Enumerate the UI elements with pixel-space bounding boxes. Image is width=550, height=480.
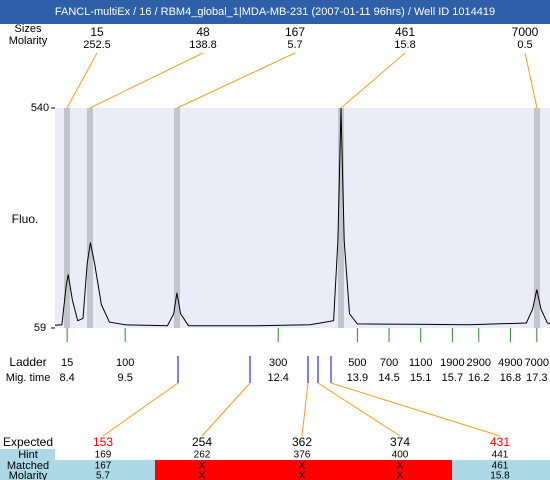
expected-connector (330, 382, 501, 437)
ladder-size: 15 (61, 357, 73, 369)
molarity: X (397, 471, 404, 480)
ladder-time: 17.3 (526, 372, 547, 384)
row-label: Matched (7, 460, 49, 472)
expected: 362 (292, 435, 312, 449)
expected: 153 (93, 435, 113, 449)
molarity: 5.7 (96, 471, 110, 480)
peak-band (64, 108, 70, 328)
matched: X (397, 461, 404, 472)
peak-band (174, 108, 180, 328)
expected: 254 (192, 435, 212, 449)
ladder-time: 16.2 (468, 372, 489, 384)
molarity: X (299, 471, 306, 480)
ladder-size: 700 (380, 357, 398, 369)
trace (54, 107, 550, 327)
ladder-time: 13.9 (347, 372, 368, 384)
hint: 169 (95, 450, 112, 461)
peak-connector (89, 52, 204, 109)
ladder-size: 1100 (409, 357, 433, 369)
peak-size: 167 (285, 25, 305, 39)
row-label: Hint (18, 449, 38, 461)
matched: 461 (492, 461, 509, 472)
title-bar (0, 0, 550, 24)
ladder-time: 12.4 (268, 372, 289, 384)
peak-band (87, 108, 93, 328)
ladder-size: 1900 (440, 357, 464, 369)
hint: 262 (194, 450, 211, 461)
molarity-label: Molarity (9, 35, 48, 47)
peak-size: 48 (196, 25, 210, 39)
peak-molarity: 138.8 (189, 39, 217, 51)
matched: X (199, 461, 206, 472)
ladder-size: 100 (116, 357, 134, 369)
peak-molarity: 252.5 (83, 39, 111, 51)
ladder-size: 7000 (525, 357, 549, 369)
y-tick-label: 59 (34, 322, 46, 334)
ladder-time: 16.8 (500, 372, 521, 384)
ladder-size: 2900 (467, 357, 491, 369)
ladder-time: 9.5 (118, 372, 133, 384)
hint: 376 (294, 450, 311, 461)
matched: X (299, 461, 306, 472)
ladder-time: 15.7 (442, 372, 463, 384)
matched: 167 (95, 461, 112, 472)
ladder-time: 8.4 (59, 372, 74, 384)
y-tick-label: 540 (31, 102, 49, 114)
expected-connector (201, 382, 251, 437)
hint: 400 (392, 450, 409, 461)
hint: 441 (492, 450, 509, 461)
sizes-label: Sizes (15, 23, 42, 35)
ladder-label: Ladder (9, 355, 46, 369)
molarity: 15.8 (490, 471, 510, 480)
peak-connector (66, 52, 98, 109)
peak-size: 15 (90, 25, 104, 39)
mig-time-label: Mig. time (6, 372, 51, 384)
peak-molarity: 15.8 (394, 39, 415, 51)
peak-connector (340, 52, 406, 109)
y-axis-label: Fluo. (12, 212, 39, 226)
peak-band (338, 108, 344, 328)
title: FANCL-multiEx / 16 / RBM4_global_1|MDA-M… (55, 6, 495, 18)
match-bg (55, 460, 155, 480)
row-label: Molarity (9, 470, 48, 480)
ladder-size: 300 (269, 357, 287, 369)
match-bg (452, 460, 550, 480)
ladder-time: 15.1 (410, 372, 431, 384)
row-label: Expected (3, 435, 53, 449)
plot-area (55, 108, 550, 328)
ladder-time: 14.5 (378, 372, 399, 384)
peak-band (534, 108, 540, 328)
nomatch-bg (155, 460, 452, 480)
peak-molarity: 5.7 (287, 39, 302, 51)
expected: 431 (490, 435, 510, 449)
label-bg (0, 449, 55, 480)
expected: 374 (390, 435, 410, 449)
expected-connector (301, 382, 309, 437)
peak-connector (524, 52, 538, 109)
ladder-size: 500 (348, 357, 366, 369)
peak-size: 7000 (512, 25, 539, 39)
peak-size: 461 (395, 25, 415, 39)
peak-connector (176, 52, 296, 109)
expected-connector (317, 382, 401, 437)
ladder-size: 4900 (498, 357, 522, 369)
expected-connector (102, 382, 179, 437)
peak-molarity: 0.5 (517, 39, 532, 51)
molarity: X (199, 471, 206, 480)
